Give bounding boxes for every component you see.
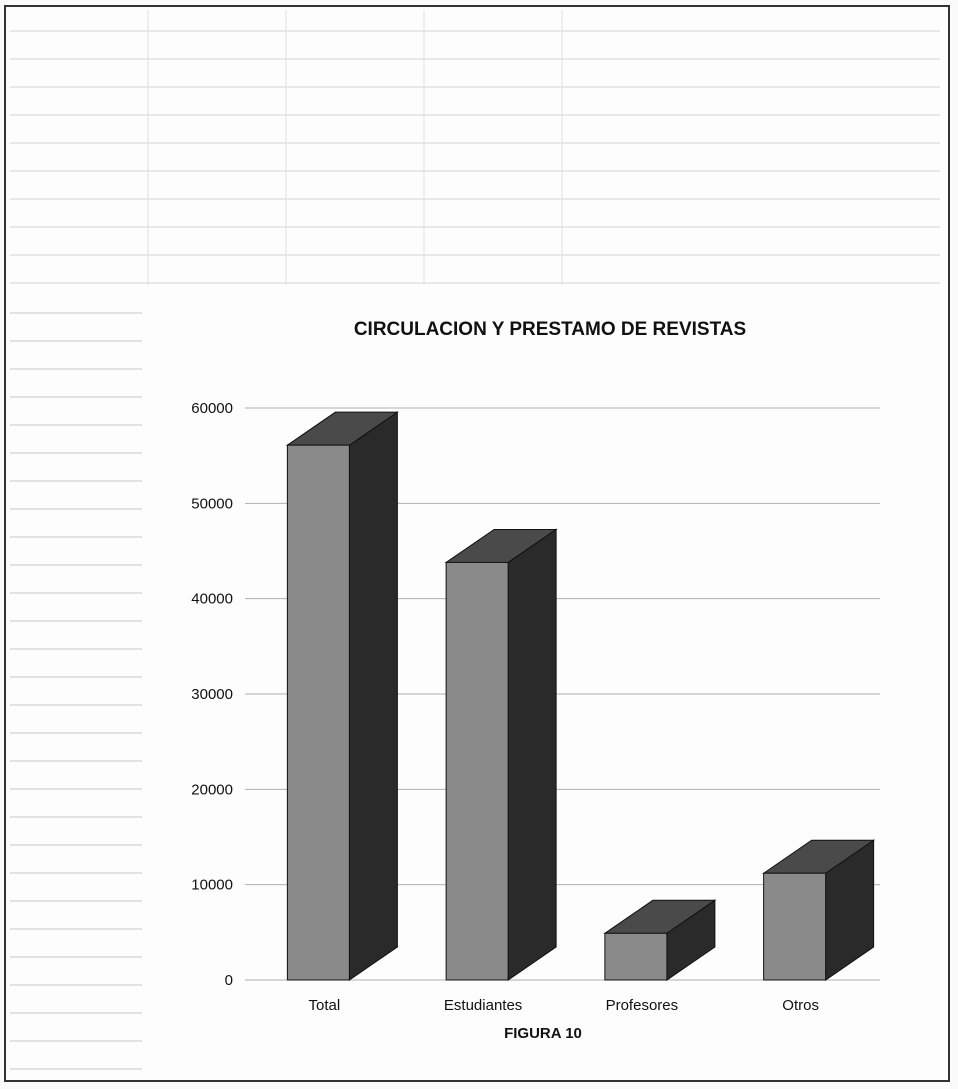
- bar-front-face: [604, 932, 668, 981]
- y-axis-ticks: 0 10000 20000 30000 40000 50000 60000: [191, 400, 233, 989]
- y-tick-label: 30000: [191, 686, 233, 703]
- figure-caption: FIGURA 10: [504, 1025, 582, 1042]
- y-tick-label: 0: [225, 972, 233, 989]
- x-tick-label: Otros: [782, 997, 819, 1014]
- bars: [285, 411, 876, 981]
- x-tick-label: Estudiantes: [444, 997, 522, 1014]
- bar-side-face: [348, 411, 398, 981]
- bar-front-face: [763, 872, 827, 981]
- x-axis-labels: Total Estudiantes Profesores Otros: [309, 997, 819, 1014]
- bar-total: [285, 411, 399, 981]
- bar-otros: [762, 839, 876, 981]
- x-tick-label: Total: [309, 997, 341, 1014]
- bar-front-face: [286, 444, 350, 981]
- bar-profesores: [603, 899, 717, 981]
- chart-title: CIRCULACION Y PRESTAMO DE REVISTAS: [354, 319, 746, 340]
- y-tick-label: 10000: [191, 877, 233, 894]
- y-tick-label: 40000: [191, 591, 233, 608]
- x-tick-label: Profesores: [606, 997, 679, 1014]
- bar-front-face: [445, 561, 509, 981]
- bar-side-face: [507, 528, 557, 981]
- y-tick-label: 60000: [191, 400, 233, 417]
- bar-estudiantes: [444, 528, 558, 981]
- y-tick-label: 20000: [191, 781, 233, 798]
- y-tick-label: 50000: [191, 495, 233, 512]
